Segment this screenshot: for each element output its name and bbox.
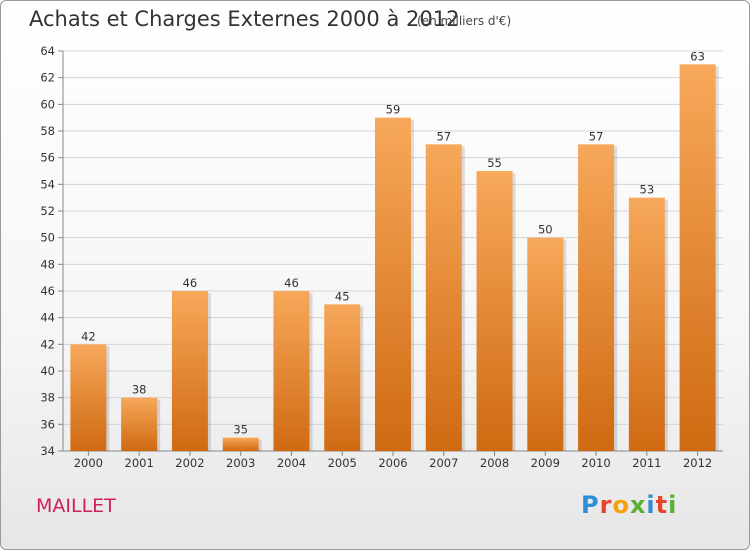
bar-value-label: 42 [81,329,96,343]
chart-subtitle: (en milliers d'€) [417,14,512,28]
y-tick-label: 36 [40,417,55,431]
bar-value-label: 55 [487,156,502,170]
bar-value-label: 46 [284,276,299,290]
logo-letter: i [668,491,678,519]
x-tick-label: 2002 [175,456,204,470]
bar-value-label: 45 [335,289,350,303]
bar-2005 [324,304,361,451]
y-tick-label: 60 [40,97,55,111]
y-tick-label: 50 [40,231,55,245]
bar-2007 [425,144,462,452]
bar-value-label: 50 [538,223,553,237]
bar-2002 [171,291,208,451]
logo-letter: r [599,491,613,519]
logo-letter: P [581,491,600,519]
bar-value-label: 59 [386,103,401,117]
x-tick-label: 2011 [632,456,661,470]
bar-value-label: 46 [183,276,198,290]
y-tick-label: 64 [40,44,55,58]
bar-value-label: 57 [589,129,604,143]
place-name: MAILLET [36,495,116,517]
proxiti-logo: Proxiti [581,491,677,519]
bar-value-label: 53 [640,183,655,197]
x-tick-label: 2001 [125,456,154,470]
y-tick-label: 58 [40,124,55,138]
bar-2011 [628,197,665,451]
y-tick-label: 38 [40,391,55,405]
y-tick-label: 54 [40,177,55,191]
x-tick-label: 2008 [480,456,509,470]
bar-2012 [679,64,716,452]
x-tick-label: 2005 [328,456,357,470]
y-tick-label: 44 [40,311,55,325]
y-tick-label: 62 [40,71,55,85]
bar-value-label: 63 [690,49,705,63]
x-tick-label: 2010 [581,456,610,470]
x-tick-label: 2006 [378,456,407,470]
x-tick-label: 2004 [277,456,306,470]
y-tick-label: 48 [40,257,55,271]
logo-letter: i [646,491,656,519]
x-tick-label: 2009 [531,456,560,470]
bar-2008 [476,171,513,451]
y-tick-label: 40 [40,364,55,378]
bar-value-label: 57 [436,129,451,143]
x-tick-label: 2003 [226,456,255,470]
logo-letter: x [629,491,647,519]
y-tick-label: 56 [40,151,55,165]
y-tick-label: 46 [40,284,55,298]
bar-2000 [70,344,107,451]
bar-value-label: 35 [233,423,248,437]
bar-2009 [527,237,564,451]
x-tick-label: 2012 [683,456,712,470]
labels: 34 36 38 40 42 44 46 48 50 52 54 56 58 60 62 64 42 2000 38… [40,44,712,470]
bar-2001 [121,397,158,451]
x-tick-label: 2007 [429,456,458,470]
chart-title: Achats et Charges Externes 2000 à 2012 [29,7,460,31]
logo-letter: o [612,491,630,519]
bar-value-label: 38 [132,383,147,397]
logo-letter: t [655,491,669,519]
bar-2004 [273,291,310,451]
x-tick-label: 2000 [74,456,103,470]
bar-2003 [222,437,259,451]
y-tick-label: 52 [40,204,55,218]
bars [70,64,719,452]
y-tick-label: 34 [40,444,55,458]
bar-2010 [578,144,615,452]
y-tick-label: 42 [40,337,55,351]
bar-2006 [375,117,411,452]
